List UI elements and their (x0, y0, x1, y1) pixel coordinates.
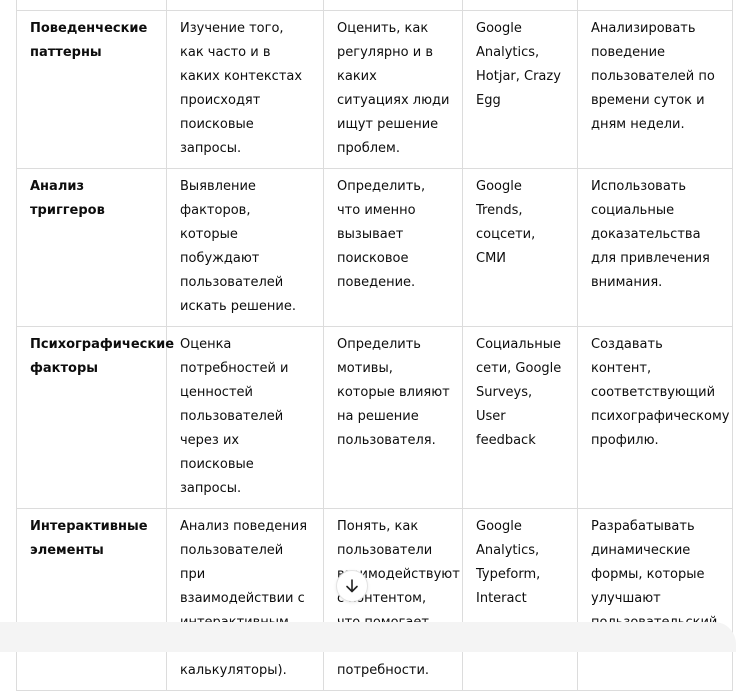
tools-cell: Google Analytics, Hotjar, Crazy Egg (462, 10, 578, 169)
tools-cell: Google Analytics, Typeform, Interact (462, 508, 578, 691)
factor-cell: Психографические факторы (16, 326, 174, 509)
goal-cell: Определить, что именно вызывает поисково… (323, 168, 463, 327)
factor-cell: Анализ триггеров (16, 168, 167, 327)
goal-cell: Оценить, как регулярно и в каких ситуаци… (323, 10, 463, 169)
table-row: Интерактивные элементы Анализ поведения … (16, 508, 733, 691)
table-row (16, 0, 733, 11)
table-row: Поведенческие паттерны Изучение того, ка… (16, 10, 733, 169)
description-cell: Изучение того, как часто и в каких конте… (166, 10, 324, 169)
factor-cell: Интерактивные элементы (16, 508, 167, 691)
recommendation-cell: Анализировать поведение пользователей по… (577, 10, 733, 169)
description-cell: Выявление факторов, которые побуждают по… (166, 168, 324, 327)
recommendation-cell: Использовать социальные доказательства д… (577, 168, 733, 327)
table-row: Психографические факторы Оценка потребно… (16, 326, 733, 509)
factor-cell: Поведенческие паттерны (16, 10, 167, 169)
tools-cell: Google Trends, соцсети, СМИ (462, 168, 578, 327)
comparison-table: Поведенческие паттерны Изучение того, ка… (16, 0, 733, 691)
scroll-to-bottom-button[interactable] (336, 570, 368, 602)
recommendation-cell: Разрабатывать динамические формы, которы… (577, 508, 733, 691)
description-cell: Оценка потребностей и ценностей пользова… (166, 326, 324, 509)
description-cell: Анализ поведения пользователей при взаим… (166, 508, 324, 691)
arrow-down-icon (346, 579, 358, 593)
goal-cell: Определить мотивы, которые влияют на реш… (323, 326, 463, 509)
tools-cell: Социальные сети, Google Surveys, User fe… (462, 326, 578, 509)
table-row: Анализ триггеров Выявление факторов, кот… (16, 168, 733, 327)
recommendation-cell: Создавать контент, соответствующий психо… (577, 326, 733, 509)
composer-area[interactable] (0, 622, 736, 652)
